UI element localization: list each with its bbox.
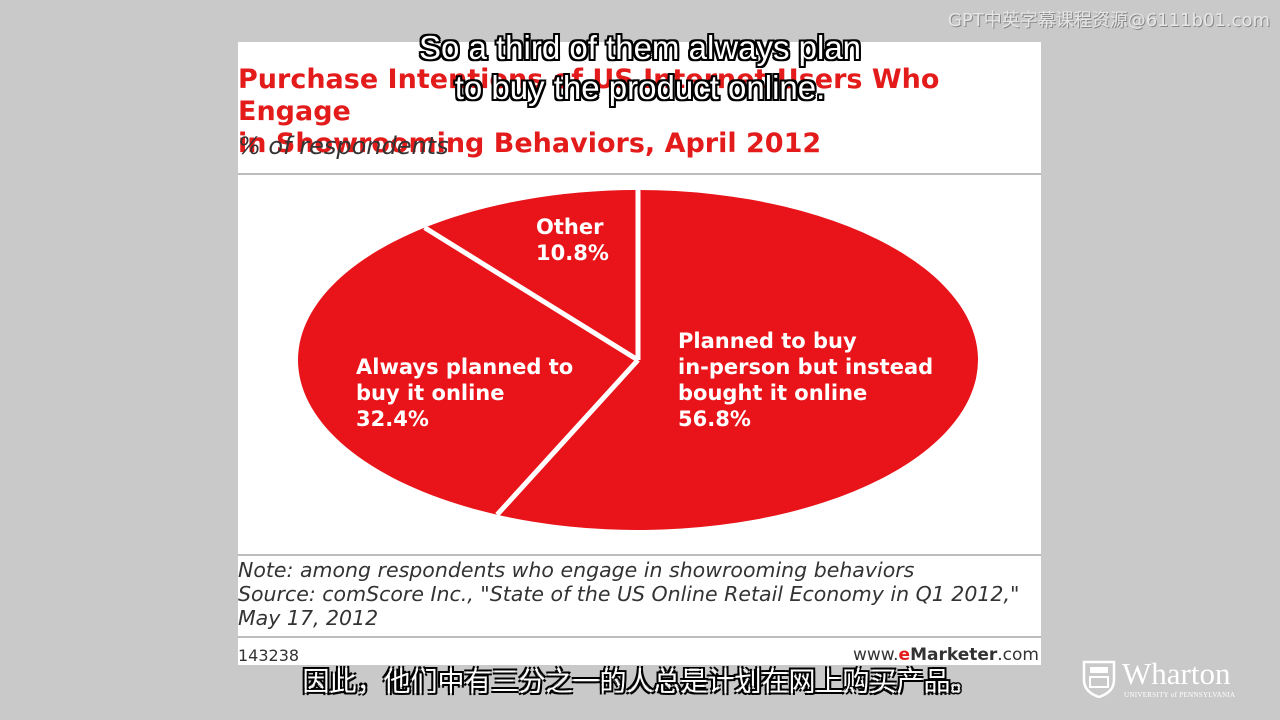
- slice-planned-in-person: [497, 190, 979, 530]
- wharton-logo: Wharton UNIVERSITY of PENNSYLVANIA: [1082, 656, 1235, 702]
- english-subtitle-line-2: to buy the product online.: [454, 69, 826, 106]
- brand-marketer: Marketer: [910, 645, 998, 665]
- shield-icon: [1082, 660, 1116, 699]
- slice-always-online-label: Always planned to buy it online 32.4%: [356, 355, 573, 431]
- brand-e: e: [898, 645, 911, 665]
- bottom-divider: [238, 554, 1041, 556]
- slice-other-label: Other 10.8%: [536, 215, 609, 265]
- english-subtitle-line-1: So a third of them always plan: [418, 29, 862, 66]
- chart-id: 143238: [238, 646, 300, 665]
- slice-always-online: [298, 227, 638, 515]
- english-subtitle: So a third of them always plan to buy th…: [0, 28, 1280, 108]
- watermark: GPT中英字幕课程资源@6111b01.com: [947, 10, 1270, 31]
- chart-slide: Purchase Intentions of US Internet Users…: [238, 42, 1041, 665]
- brand-suffix: .com: [997, 645, 1039, 665]
- chinese-subtitle: 因此，他们中有三分之一的人总是计划在网上购买产品。: [302, 667, 978, 698]
- chart-title-line-2: in Showrooming Behaviors, April 2012: [238, 128, 822, 159]
- slice-divider: [495, 358, 640, 517]
- brand-prefix: www.: [852, 645, 899, 665]
- chart-note: Note: among respondents who engage in sh…: [238, 558, 1041, 630]
- chart-title: Purchase Intentions of US Internet Users…: [238, 64, 1041, 160]
- pie-chart: Planned to buy in-person but instead bough…: [298, 190, 979, 530]
- slice-other: [424, 190, 638, 360]
- slice-divider: [423, 225, 640, 363]
- chart-title-line-1: Purchase Intentions of US Internet Users…: [238, 64, 940, 127]
- emarketer-brand: www.eMarketer.com: [853, 645, 1039, 665]
- note-line-3: May 17, 2012: [238, 606, 379, 630]
- wharton-name: Wharton: [1122, 656, 1231, 691]
- top-divider: [238, 173, 1041, 175]
- note-line-1: Note: among respondents who engage in sh…: [238, 558, 915, 582]
- note-line-2: Source: comScore Inc., "State of the US …: [238, 582, 1020, 606]
- wharton-subtitle: UNIVERSITY of PENNSYLVANIA: [1124, 691, 1236, 699]
- slice-planned-in-person-label: Planned to buy in-person but instead bough…: [678, 329, 933, 431]
- chart-subtitle: % of respondents: [238, 132, 449, 160]
- footer-divider: [238, 636, 1041, 638]
